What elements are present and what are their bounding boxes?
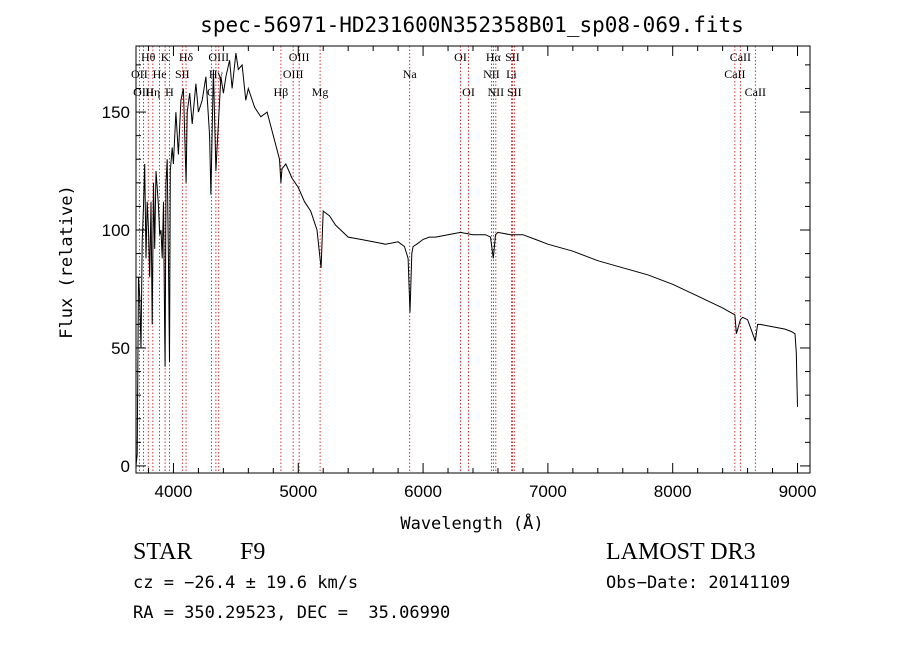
redshift-velocity: cz = −26.4 ± 19.6 km/s: [133, 573, 359, 593]
line-marker-label: SII: [505, 50, 520, 64]
line-marker-label: OI: [454, 50, 467, 64]
line-marker-label: OIII: [133, 85, 154, 99]
line-marker-label: K: [161, 50, 170, 64]
x-tick-label: 5000: [279, 482, 317, 501]
y-tick-label: 100: [102, 221, 130, 240]
coordinates: RA = 350.29523, DEC = 35.06990: [133, 603, 451, 623]
line-marker-label: OIII: [283, 67, 304, 81]
line-marker-label: OIII: [289, 50, 310, 64]
line-marker-label: G: [207, 85, 216, 99]
line-marker-label: OI: [462, 85, 475, 99]
chart-title: spec-56971-HD231600N352358B01_sp08-069.f…: [200, 13, 744, 37]
y-axis-label: Flux (relative): [57, 185, 77, 339]
line-marker-label: Hβ: [274, 85, 289, 99]
survey-name: LAMOST DR3: [606, 539, 756, 565]
spectral-line-markers: [138, 46, 756, 473]
line-marker-label: SII: [175, 67, 190, 81]
line-marker-label: SII: [507, 85, 522, 99]
object-subclass: F9: [240, 539, 266, 565]
x-tick-label: 7000: [529, 482, 567, 501]
x-tick-label: 4000: [155, 482, 193, 501]
line-marker-label: CaII: [724, 67, 745, 81]
line-marker-label: Hγ: [209, 67, 224, 81]
line-marker-label: Mg: [312, 85, 329, 99]
line-marker-label: CaII: [730, 50, 751, 64]
line-marker-label: Hδ: [179, 50, 194, 64]
plot-frame: [135, 45, 811, 474]
y-tick-label: 150: [102, 103, 130, 122]
line-marker-label: Li: [506, 67, 517, 81]
line-marker-label: He: [153, 67, 167, 81]
line-marker-label: CaII: [745, 85, 766, 99]
line-marker-label: Hα: [486, 50, 502, 64]
y-tick-label: 50: [111, 339, 130, 358]
line-marker-label: H: [165, 85, 174, 99]
line-marker-label: NII: [488, 85, 505, 99]
line-marker-label: OII: [131, 67, 148, 81]
line-marker-label: Hθ: [141, 50, 156, 64]
line-marker-label: Na: [403, 67, 418, 81]
object-class: STAR: [133, 539, 193, 565]
axis-ticks: 4000 5000 6000 7000 8000 9000 0 50 100 150: [102, 46, 817, 501]
x-tick-label: 8000: [654, 482, 692, 501]
x-tick-label: 9000: [779, 482, 817, 501]
observation-date: Obs−Date: 20141109: [606, 573, 791, 593]
y-tick-label: 0: [121, 457, 130, 476]
line-marker-label: NII: [483, 67, 500, 81]
x-tick-label: 6000: [404, 482, 442, 501]
line-marker-label: Hη: [145, 85, 160, 99]
line-marker-label: OIII: [208, 50, 229, 64]
spectrum-line: [135, 53, 798, 466]
x-axis-label: Wavelength (Å): [400, 512, 543, 534]
